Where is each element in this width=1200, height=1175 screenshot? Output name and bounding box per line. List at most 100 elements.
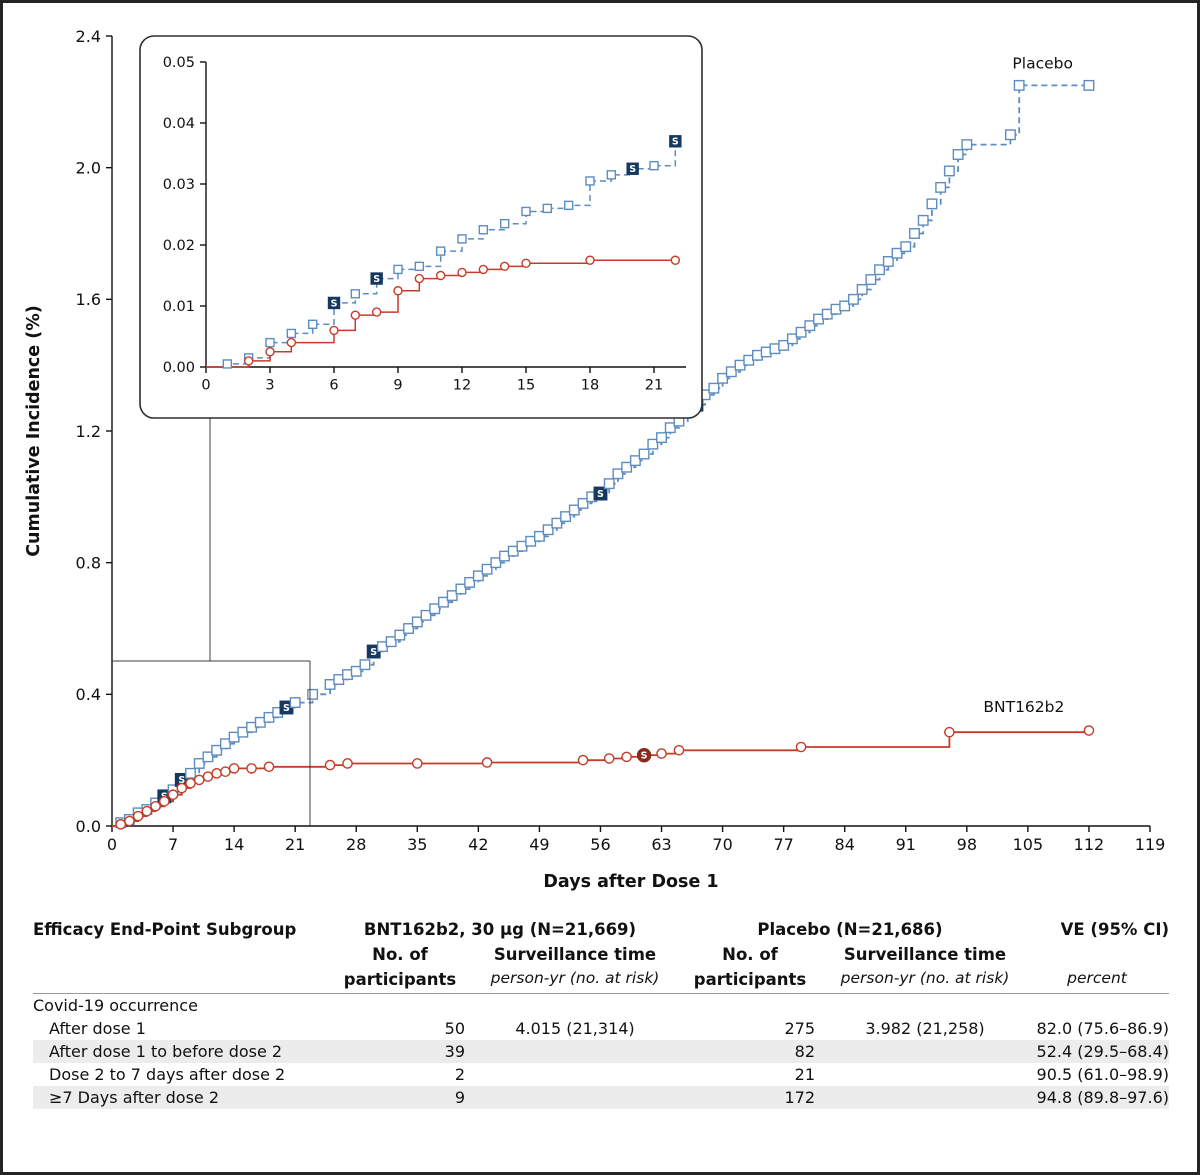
svg-text:42: 42 bbox=[468, 835, 488, 854]
cell-label: After dose 1 bbox=[49, 1019, 146, 1038]
cell-bnt_surv: 4.015 (21,314) bbox=[515, 1019, 635, 1038]
svg-text:S: S bbox=[370, 647, 377, 658]
svg-text:84: 84 bbox=[835, 835, 855, 854]
svg-text:77: 77 bbox=[773, 835, 793, 854]
col-ve-units: percent bbox=[1067, 969, 1127, 987]
col-placebo-surveillance: Surveillance time bbox=[843, 945, 1007, 964]
svg-text:7: 7 bbox=[168, 835, 178, 854]
svg-text:1.6: 1.6 bbox=[76, 290, 101, 309]
svg-text:S: S bbox=[641, 751, 648, 762]
svg-text:112: 112 bbox=[1074, 835, 1105, 854]
cell-label: Dose 2 to 7 days after dose 2 bbox=[49, 1065, 286, 1084]
svg-text:105: 105 bbox=[1013, 835, 1044, 854]
svg-text:21: 21 bbox=[285, 835, 305, 854]
cell-ve: 90.5 (61.0–98.9) bbox=[1036, 1065, 1169, 1084]
svg-text:S: S bbox=[629, 164, 636, 175]
svg-text:18: 18 bbox=[581, 378, 599, 394]
col-bnt-surveillance: Surveillance time bbox=[493, 945, 657, 964]
svg-text:0.02: 0.02 bbox=[163, 238, 195, 254]
main-bnt162b2-curve bbox=[112, 730, 1090, 827]
svg-text:12: 12 bbox=[453, 378, 471, 394]
col-subgroup: Efficacy End-Point Subgroup bbox=[33, 920, 297, 939]
bnt162b2-series-label: BNT162b2 bbox=[983, 698, 1064, 716]
cell-plc_surv: 3.982 (21,258) bbox=[865, 1019, 985, 1038]
svg-text:0.01: 0.01 bbox=[163, 299, 195, 315]
table-row: After dose 1 to before dose 2 39 82 52.4 (2… bbox=[33, 1040, 1169, 1063]
table-body: Covid-19 occurrence After dose 1 50 4.015 (… bbox=[33, 994, 1169, 1109]
svg-text:21: 21 bbox=[645, 378, 663, 394]
cell-bnt_n: 2 bbox=[454, 1065, 465, 1084]
col-placebo-surv-units: person-yr (no. at risk) bbox=[840, 969, 1010, 987]
svg-text:0: 0 bbox=[107, 835, 117, 854]
cell-label: Covid-19 occurrence bbox=[33, 996, 198, 1015]
inset-callout-lines bbox=[112, 418, 311, 826]
svg-text:49: 49 bbox=[529, 835, 549, 854]
x-axis-label: Days after Dose 1 bbox=[543, 872, 718, 892]
svg-text:35: 35 bbox=[407, 835, 427, 854]
svg-text:14: 14 bbox=[224, 835, 244, 854]
svg-text:119: 119 bbox=[1135, 835, 1166, 854]
cell-ve: 82.0 (75.6–86.9) bbox=[1036, 1019, 1169, 1038]
col-bnt-group: BNT162b2, 30 µg (N=21,669) bbox=[363, 920, 637, 939]
svg-text:0.00: 0.00 bbox=[163, 360, 195, 376]
svg-text:98: 98 bbox=[957, 835, 977, 854]
inset-bnt162b2-markers bbox=[243, 255, 681, 366]
svg-text:S: S bbox=[672, 137, 679, 148]
cell-bnt_n: 50 bbox=[444, 1019, 465, 1038]
svg-text:2.0: 2.0 bbox=[76, 158, 101, 177]
svg-text:S: S bbox=[597, 489, 604, 500]
col-ve: VE (95% CI) bbox=[1060, 920, 1169, 939]
main-bnt162b2-markers: S bbox=[115, 725, 1095, 830]
svg-text:28: 28 bbox=[346, 835, 366, 854]
cell-plc_n: 82 bbox=[794, 1042, 815, 1061]
table-row: After dose 1 50 4.015 (21,314) 275 3.982 (21… bbox=[33, 1017, 1169, 1040]
cumulative-incidence-chart: 0 7 14 21 28 35 42 49 56 63 70 77 84 91 98 105 112 1190.0… bbox=[24, 27, 1166, 892]
inset-axes: 0 3 6 9 12 15 18 21 0.00 0.01 0.02 0.03 0.04 0.05 bbox=[163, 55, 686, 394]
cell-plc_n: 21 bbox=[794, 1065, 815, 1084]
cell-ve: 94.8 (89.8–97.6) bbox=[1036, 1088, 1169, 1107]
svg-text:70: 70 bbox=[712, 835, 732, 854]
svg-text:2.4: 2.4 bbox=[76, 27, 101, 46]
svg-text:0.03: 0.03 bbox=[163, 177, 195, 193]
table-row: Covid-19 occurrence bbox=[33, 994, 1169, 1017]
svg-text:91: 91 bbox=[896, 835, 916, 854]
cell-bnt_n: 9 bbox=[454, 1088, 465, 1107]
cell-label: After dose 1 to before dose 2 bbox=[49, 1042, 283, 1061]
svg-text:0.04: 0.04 bbox=[163, 116, 195, 132]
svg-text:56: 56 bbox=[590, 835, 610, 854]
svg-text:15: 15 bbox=[517, 378, 535, 394]
cell-plc_n: 172 bbox=[784, 1088, 815, 1107]
table-row: ≥7 Days after dose 2 9 172 94.8 (89.8–97.6) bbox=[33, 1086, 1169, 1109]
col-placebo-participants: No. of participants bbox=[693, 945, 807, 989]
inset-panel bbox=[139, 35, 703, 419]
svg-text:0: 0 bbox=[201, 378, 210, 394]
svg-text:63: 63 bbox=[651, 835, 671, 854]
col-bnt-participants: No. of participants bbox=[343, 945, 457, 989]
table-row: Dose 2 to 7 days after dose 2 2 21 90.5 (61… bbox=[33, 1063, 1169, 1086]
cell-plc_n: 275 bbox=[784, 1019, 815, 1038]
col-bnt-surv-units: person-yr (no. at risk) bbox=[490, 969, 660, 987]
svg-text:1.2: 1.2 bbox=[76, 422, 101, 441]
cell-label: ≥7 Days after dose 2 bbox=[49, 1088, 220, 1107]
col-placebo-group: Placebo (N=21,686) bbox=[757, 920, 943, 939]
svg-text:S: S bbox=[283, 703, 290, 714]
svg-text:6: 6 bbox=[329, 378, 338, 394]
svg-text:S: S bbox=[331, 298, 338, 309]
y-axis-label: Cumulative Incidence (%) bbox=[24, 305, 44, 557]
svg-text:S: S bbox=[373, 274, 380, 285]
efficacy-table: Efficacy End-Point Subgroup BNT162b2, 30… bbox=[33, 917, 1169, 1109]
cell-ve: 52.4 (29.5–68.4) bbox=[1036, 1042, 1169, 1061]
svg-text:0.05: 0.05 bbox=[163, 55, 195, 71]
svg-text:0.8: 0.8 bbox=[76, 553, 101, 572]
inset-placebo-markers: S S S S bbox=[222, 135, 682, 369]
table-header-row-groups: Efficacy End-Point Subgroup BNT162b2, 30… bbox=[33, 917, 1169, 942]
placebo-series-label: Placebo bbox=[1012, 54, 1073, 72]
table-header-row-cols: No. of participants Surveillance time No… bbox=[33, 942, 1169, 989]
table-header-row-units: person-yr (no. at risk) person-yr (no. a… bbox=[33, 967, 1169, 989]
svg-text:3: 3 bbox=[265, 378, 274, 394]
svg-text:0.0: 0.0 bbox=[76, 817, 101, 836]
cell-bnt_n: 39 bbox=[444, 1042, 465, 1061]
svg-text:9: 9 bbox=[393, 378, 402, 394]
main-axes: 0 7 14 21 28 35 42 49 56 63 70 77 84 91 98 105 112 1190.0… bbox=[76, 27, 1166, 854]
